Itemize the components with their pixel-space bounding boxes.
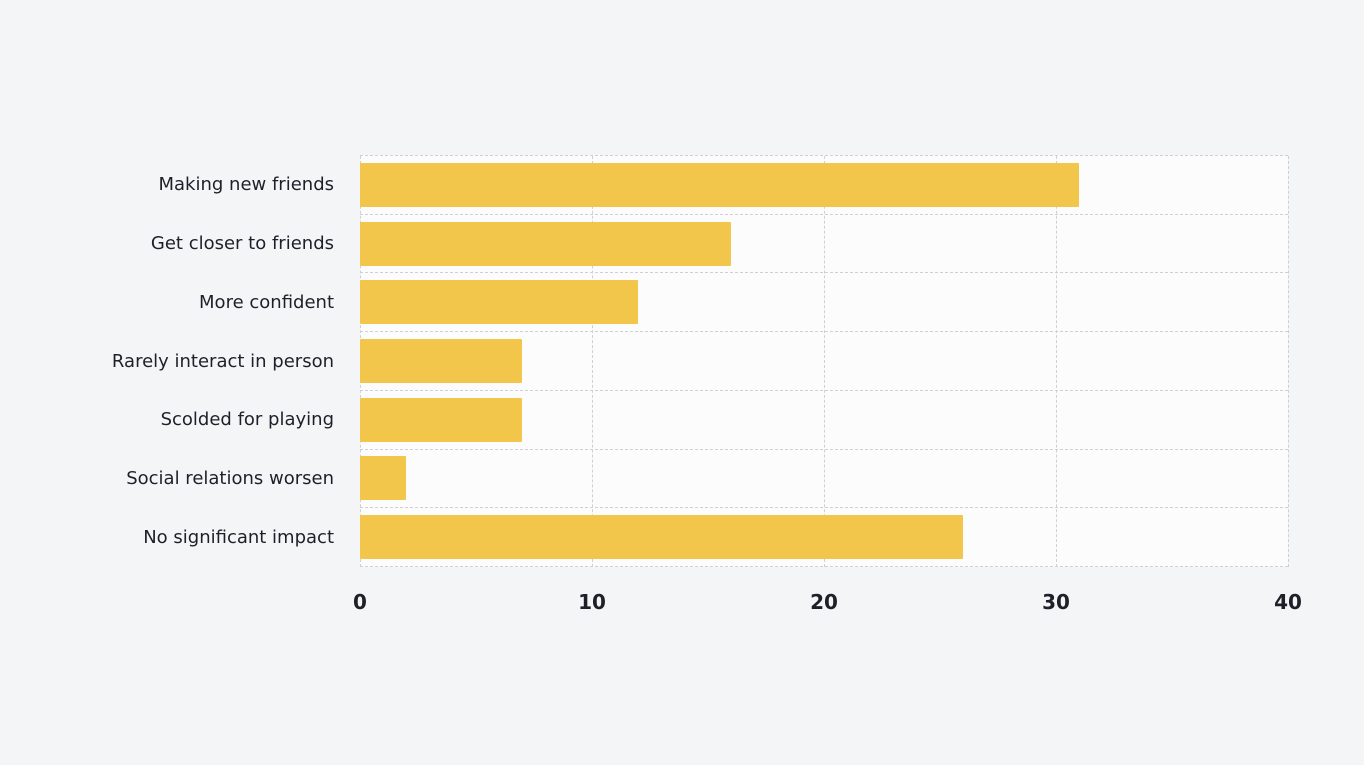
plot-area (360, 155, 1289, 568)
vertical-gridline (1288, 156, 1289, 567)
x-tick-label: 0 (353, 590, 367, 614)
category-label: Social relations worsen (126, 468, 334, 490)
x-tick-label: 40 (1274, 590, 1302, 614)
bar-row (360, 156, 1288, 215)
bar (360, 162, 1080, 207)
category-label: Scolded for playing (160, 409, 334, 431)
category-label: Making new friends (158, 173, 335, 195)
bar (360, 280, 639, 325)
bar (360, 456, 407, 501)
bar-row (360, 273, 1288, 333)
category-label: Rarely interact in person (111, 350, 334, 372)
vertical-gridline (592, 156, 593, 567)
category-label: No significant impact (143, 527, 334, 549)
bar-row (360, 215, 1288, 274)
x-axis-tick-labels: 0 10 20 30 40 (353, 590, 1302, 622)
bar-row (360, 450, 1288, 509)
x-tick-label: 30 (1042, 590, 1070, 614)
bar (360, 515, 964, 560)
bar (360, 397, 523, 442)
bars-area (360, 156, 1288, 568)
category-label: More confident (199, 291, 334, 313)
bar (360, 339, 523, 384)
category-label: Get closer to friends (150, 232, 334, 254)
x-tick-label: 20 (810, 590, 838, 614)
bar-row (360, 332, 1288, 391)
category-labels: Making new friends Get closer to friends M… (0, 155, 334, 567)
vertical-gridline (824, 156, 825, 567)
vertical-gridline (1056, 156, 1057, 567)
bar (360, 221, 732, 266)
bar-row (360, 508, 1288, 568)
x-tick-label: 10 (578, 590, 606, 614)
bar-row (360, 391, 1288, 450)
